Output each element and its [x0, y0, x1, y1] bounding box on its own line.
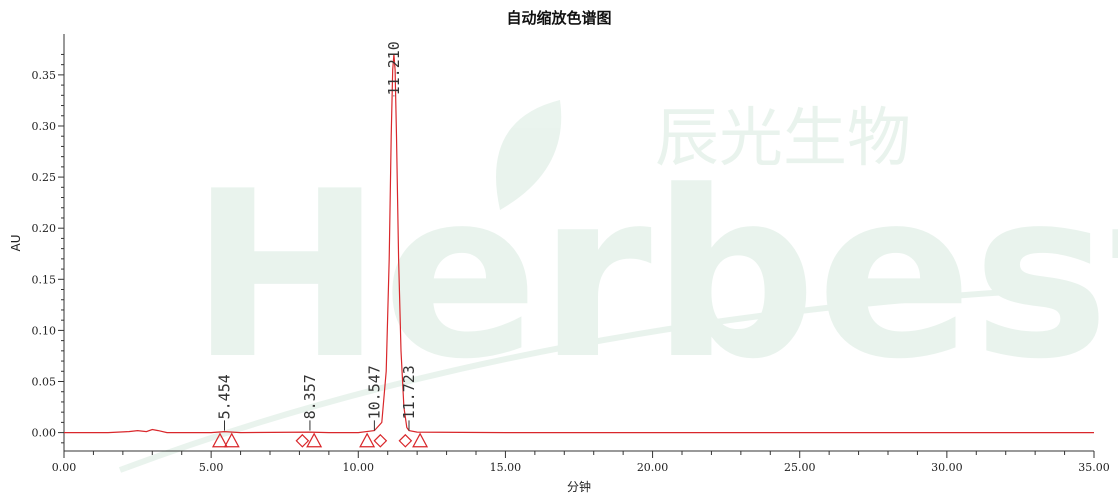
x-tick-label: 30.00 — [931, 461, 963, 474]
x-tick-label: 20.00 — [637, 461, 669, 474]
x-tick-label: 25.00 — [784, 461, 816, 474]
y-tick-label: 0.30 — [32, 120, 57, 133]
watermark: 辰光生物 Herbest — [118, 100, 1118, 473]
x-tick-label: 35.00 — [1078, 461, 1110, 474]
diamond-marker — [398, 433, 413, 448]
watermark-cn-name: 辰光生物 — [655, 102, 911, 176]
y-tick-label: 0.00 — [32, 427, 57, 440]
y-tick-label: 0.35 — [32, 69, 57, 82]
peak-label: 8.357 — [301, 374, 319, 419]
chart-title: 自动缩放色谱图 — [506, 9, 611, 27]
y-tick-label: 0.05 — [32, 376, 57, 389]
peak-label: 11.723 — [400, 365, 418, 419]
triangle-marker — [359, 432, 376, 448]
watermark-brand: Herbest — [190, 143, 1118, 410]
integration-markers — [211, 432, 429, 448]
triangle-marker — [211, 432, 228, 448]
y-tick-label: 0.20 — [32, 222, 57, 235]
triangle-marker — [223, 432, 240, 448]
y-tick-label: 0.10 — [32, 324, 57, 337]
y-axis-ticks: 0.00 0.05 0.10 0.15 0.20 0.25 0.30 0.35 — [32, 53, 64, 444]
peak-label: 11.210 — [385, 41, 403, 95]
peak-labels: 5.454 8.357 10.547 11.210 11.723 — [216, 41, 418, 431]
peak-label: 10.547 — [365, 365, 383, 419]
y-tick-label: 0.15 — [32, 273, 57, 286]
peak-label: 5.454 — [216, 374, 234, 419]
x-tick-label: 0.00 — [52, 461, 77, 474]
x-axis-title: 分钟 — [567, 479, 591, 494]
y-axis-title: AU — [9, 235, 23, 252]
series-group — [64, 54, 1094, 434]
y-tick-label: 0.25 — [32, 171, 57, 184]
x-axis-ticks: 0.00 5.00 10.00 15.00 20.00 25.00 30.00 35.00 — [52, 451, 1110, 474]
x-tick-label: 5.00 — [199, 461, 224, 474]
diamond-marker — [373, 433, 388, 448]
watermark-leaf-icon — [496, 100, 562, 210]
diamond-marker — [295, 433, 310, 448]
x-tick-label: 15.00 — [490, 461, 522, 474]
series-line — [64, 54, 1094, 434]
x-tick-label: 10.00 — [343, 461, 375, 474]
triangle-marker — [306, 432, 323, 448]
triangle-marker — [412, 432, 429, 448]
watermark-swoosh-arc — [118, 287, 1041, 473]
